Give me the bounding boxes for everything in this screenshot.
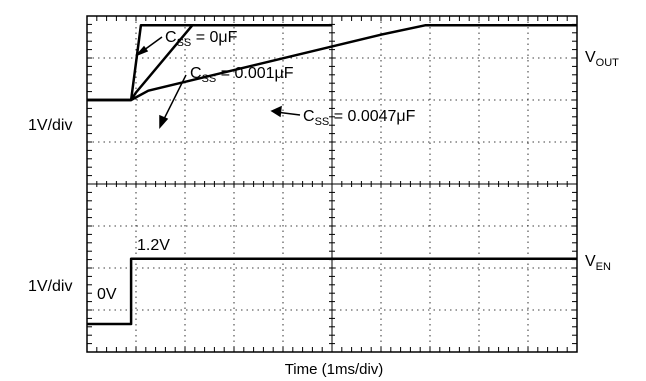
vout-label: VOUT	[585, 49, 619, 69]
vout-scale-label: 1V/div	[28, 117, 72, 134]
css-00047uf-label-rest: = 0.0047μF	[329, 108, 415, 125]
annotation-arrows	[136, 36, 301, 129]
arrow-css-00047uf-head	[270, 105, 282, 118]
arrow-css-0uf-head	[136, 45, 149, 56]
css-0001uf-label: CSS = 0.001μF	[190, 65, 294, 85]
vout-label-main: V	[585, 49, 596, 66]
css-0uf-label-main: C	[165, 29, 177, 46]
ven-high-label: 1.2V	[137, 237, 170, 254]
css-0001uf-label-main: C	[190, 65, 202, 82]
graticule	[86, 15, 578, 353]
css-0001uf-label-rest: = 0.001μF	[216, 65, 293, 82]
css-0uf-label-sub: SS	[177, 37, 192, 49]
trace-css-00047uf	[87, 24, 577, 102]
ven-label-sub: EN	[596, 261, 611, 273]
arrow-css-0001uf	[161, 74, 187, 124]
css-00047uf-label-main: C	[303, 108, 315, 125]
ven-scale-label: 1V/div	[28, 278, 72, 295]
css-00047uf-label: CSS = 0.0047μF	[303, 108, 416, 128]
ven-low-label: 0V	[97, 286, 117, 303]
traces	[87, 24, 577, 326]
vout-label-sub: OUT	[596, 57, 620, 69]
ven-label: VEN	[585, 253, 611, 273]
css-0uf-label-rest: = 0μF	[191, 29, 237, 46]
ven-label-main: V	[585, 253, 596, 270]
css-0001uf-label-sub: SS	[202, 73, 217, 85]
trace-ven	[87, 257, 577, 326]
arrow-css-0001uf-head	[159, 114, 169, 129]
css-00047uf-label-sub: SS	[315, 116, 330, 128]
css-0uf-label: CSS = 0μF	[165, 29, 238, 49]
x-axis-label: Time (1ms/div)	[285, 361, 384, 378]
